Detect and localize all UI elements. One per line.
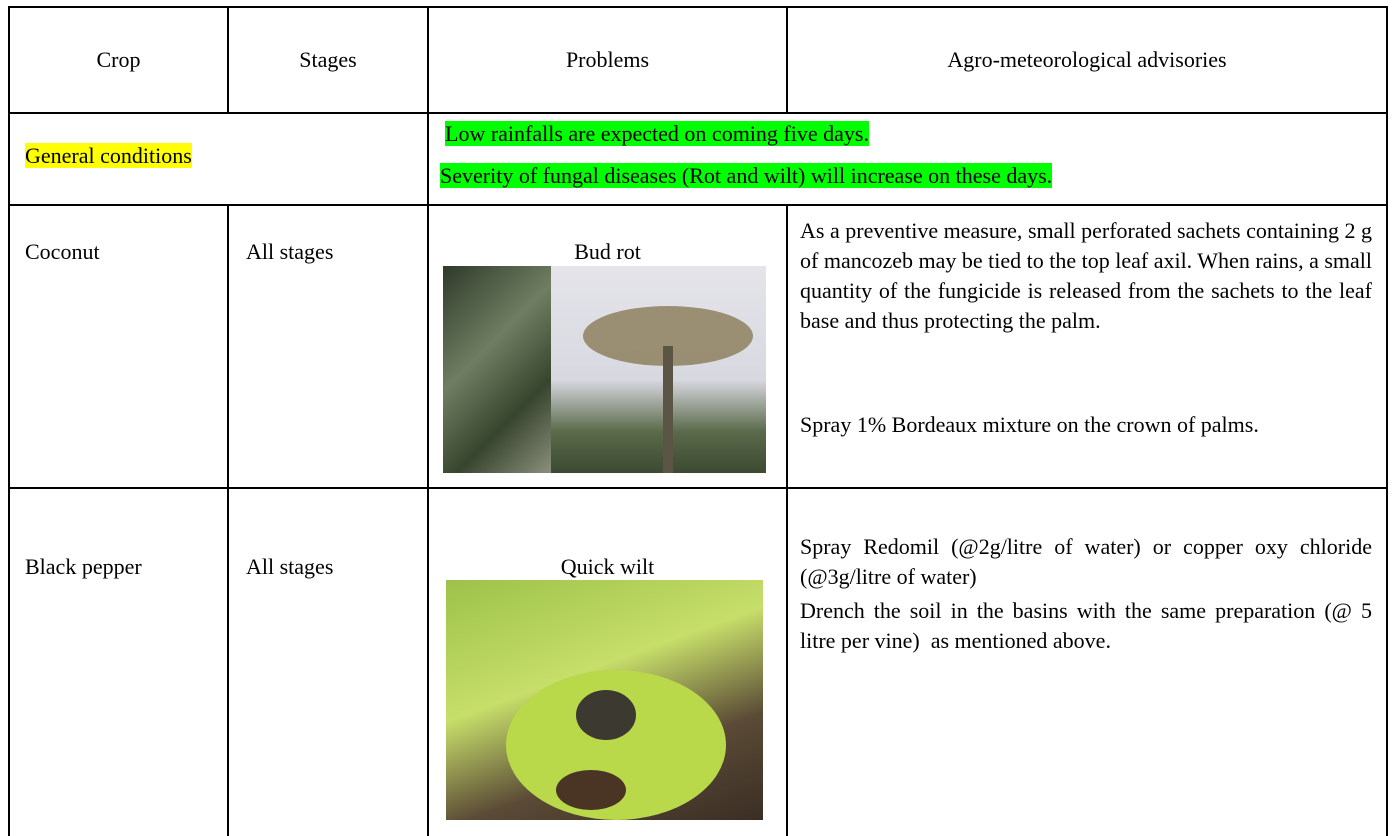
border	[427, 6, 429, 836]
stage: All stages	[246, 239, 334, 264]
general-label: General conditions	[25, 143, 192, 168]
border	[8, 6, 1388, 8]
border	[227, 205, 229, 836]
advisory: Spray 1% Bordeaux mixture on the crown o…	[800, 412, 1259, 437]
border	[1386, 6, 1388, 836]
bud-rot-photo	[443, 266, 766, 473]
general-line: Low rainfalls are expected on coming fiv…	[445, 121, 869, 146]
general-line: Severity of fungal diseases (Rot and wil…	[440, 163, 1053, 188]
crop: Black pepper	[25, 554, 142, 579]
crop: Coconut	[25, 239, 100, 264]
problem: Quick wilt	[560, 554, 655, 579]
border	[786, 6, 788, 113]
advisory: As a preventive measure, small perforate…	[800, 218, 1378, 333]
advisory: Drench the soil in the basins with the s…	[800, 598, 1378, 653]
quick-wilt-photo	[446, 580, 763, 820]
border	[8, 112, 1388, 114]
header-cell: Crop	[96, 47, 141, 72]
problem: Bud rot	[574, 239, 641, 264]
stage: All stages	[246, 554, 334, 579]
border	[8, 204, 1388, 206]
advisory: Spray Redomil (@2g/litre of water) or co…	[800, 534, 1378, 589]
border	[786, 205, 788, 836]
header-cell: Stages	[299, 47, 357, 72]
header-cell: Agro-meteorological advisories	[947, 47, 1227, 72]
border	[8, 487, 1388, 489]
header-cell: Problems	[565, 47, 650, 72]
border	[227, 6, 229, 113]
border	[8, 6, 10, 836]
